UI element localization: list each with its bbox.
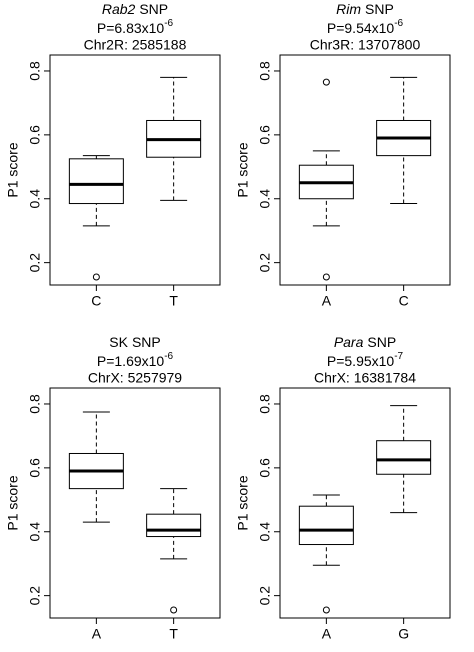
y-tick-label: 0.2	[257, 253, 273, 273]
outlier	[322, 606, 330, 614]
y-tick-label: 0.6	[27, 458, 43, 478]
y-axis-label: P1 score	[5, 142, 21, 197]
box	[146, 513, 202, 538]
chart-title: Rab2 SNP	[102, 1, 168, 17]
p-value: P=1.69x10-6	[97, 351, 174, 369]
plot-frame	[49, 54, 221, 286]
position: Chr3R: 13707800	[310, 37, 421, 53]
box	[376, 440, 432, 475]
y-tick-label: 0.6	[257, 458, 273, 478]
box	[298, 505, 354, 546]
x-tick-label: G	[398, 626, 409, 642]
y-axis-label: P1 score	[5, 475, 21, 530]
title-suffix: SNP	[132, 334, 161, 350]
y-tick-label: 0.4	[257, 522, 273, 542]
chart-title: Para SNP	[334, 334, 396, 350]
position: ChrX: 16381784	[314, 370, 416, 386]
position: Chr2R: 2585188	[84, 37, 187, 53]
position: ChrX: 5257979	[88, 370, 182, 386]
x-tick-label: A	[322, 626, 332, 642]
x-tick-label: T	[169, 626, 178, 642]
p-value: P=6.83x10-6	[97, 18, 174, 36]
y-tick-label: 0.8	[27, 61, 43, 81]
y-tick-label: 0.2	[27, 586, 43, 606]
y-tick-label: 0.4	[27, 189, 43, 209]
p-value-exponent: -6	[164, 351, 173, 362]
title-suffix: SNP	[365, 1, 394, 17]
y-tick-label: 0.4	[27, 522, 43, 542]
y-tick-label: 0.8	[257, 394, 273, 414]
y-tick-label: 0.8	[257, 61, 273, 81]
title-gene: Rab2	[102, 1, 136, 17]
p-value-base: P=1.69x10	[97, 353, 165, 369]
x-tick-label: T	[169, 293, 178, 309]
p-value: P=9.54x10-6	[327, 18, 404, 36]
title-gene: SK	[109, 334, 128, 350]
x-tick-label: C	[399, 293, 409, 309]
plot-frame	[279, 387, 451, 619]
box	[68, 158, 124, 205]
chart-title: Rim SNP	[336, 1, 394, 17]
y-axis-label: P1 score	[235, 142, 251, 197]
p-value-base: P=9.54x10	[327, 20, 395, 36]
y-tick-label: 0.2	[257, 586, 273, 606]
title-suffix: SNP	[139, 1, 168, 17]
outlier	[322, 273, 330, 281]
p-value-base: P=5.95x10	[327, 353, 395, 369]
y-tick-label: 0.4	[257, 189, 273, 209]
title-gene: Para	[334, 334, 364, 350]
p-value-exponent: -7	[394, 351, 403, 362]
y-tick-label: 0.6	[257, 125, 273, 145]
x-tick-label: A	[92, 626, 102, 642]
p-value-exponent: -6	[164, 18, 173, 29]
title-suffix: SNP	[367, 334, 396, 350]
y-tick-label: 0.2	[27, 253, 43, 273]
plot-frame	[49, 387, 221, 619]
p-value: P=5.95x10-7	[327, 351, 404, 369]
x-tick-label: A	[322, 293, 332, 309]
outlier	[322, 78, 330, 86]
p-value-base: P=6.83x10	[97, 20, 165, 36]
x-tick-label: C	[91, 293, 101, 309]
outlier	[170, 606, 178, 614]
outlier	[92, 273, 100, 281]
plot-frame	[279, 54, 451, 286]
chart-title: SK SNP	[109, 334, 160, 350]
p-value-exponent: -6	[394, 18, 403, 29]
y-tick-label: 0.8	[27, 394, 43, 414]
y-tick-label: 0.6	[27, 125, 43, 145]
title-gene: Rim	[336, 1, 361, 17]
y-axis-label: P1 score	[235, 475, 251, 530]
